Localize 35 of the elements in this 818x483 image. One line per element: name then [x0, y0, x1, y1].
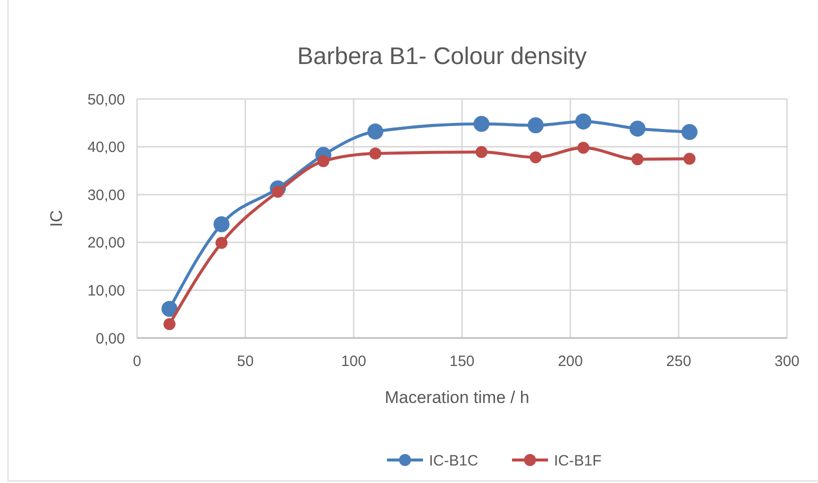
x-tick-label: 200 — [558, 353, 583, 370]
point — [575, 113, 592, 130]
point — [164, 318, 176, 330]
point — [528, 117, 544, 134]
x-tick-label: 150 — [449, 353, 475, 370]
chart-title: Barbera B1- Colour density — [297, 43, 587, 70]
y-tick-label: 20,00 — [87, 234, 125, 252]
point — [474, 116, 490, 132]
point — [630, 120, 646, 137]
y-tick-label: 10,00 — [87, 282, 125, 300]
point — [632, 153, 644, 166]
y-axis-title: IC — [47, 210, 66, 227]
point — [216, 236, 228, 249]
y-tick-label: 30,00 — [87, 186, 125, 204]
y-tick-label: 0,00 — [96, 330, 125, 348]
point — [577, 142, 590, 154]
point — [476, 146, 488, 158]
point — [162, 300, 178, 317]
point — [530, 151, 542, 164]
x-tick-label: 300 — [774, 353, 800, 370]
x-tick-label: 250 — [666, 353, 692, 370]
legend-label: IC-B1F — [554, 452, 602, 470]
point — [369, 147, 382, 160]
x-tick-label: 100 — [341, 353, 366, 370]
y-tick-label: 40,00 — [87, 139, 125, 156]
point — [214, 216, 230, 232]
point — [367, 124, 384, 140]
x-tick-label: 50 — [236, 353, 254, 370]
y-tick-label: 50,00 — [87, 91, 125, 108]
legend-label: IC-B1C — [429, 452, 478, 470]
x-axis-title: Maceration time / h — [384, 388, 530, 407]
point — [682, 124, 698, 140]
point — [317, 155, 330, 168]
point — [684, 152, 696, 165]
x-tick-label: 0 — [132, 353, 142, 370]
